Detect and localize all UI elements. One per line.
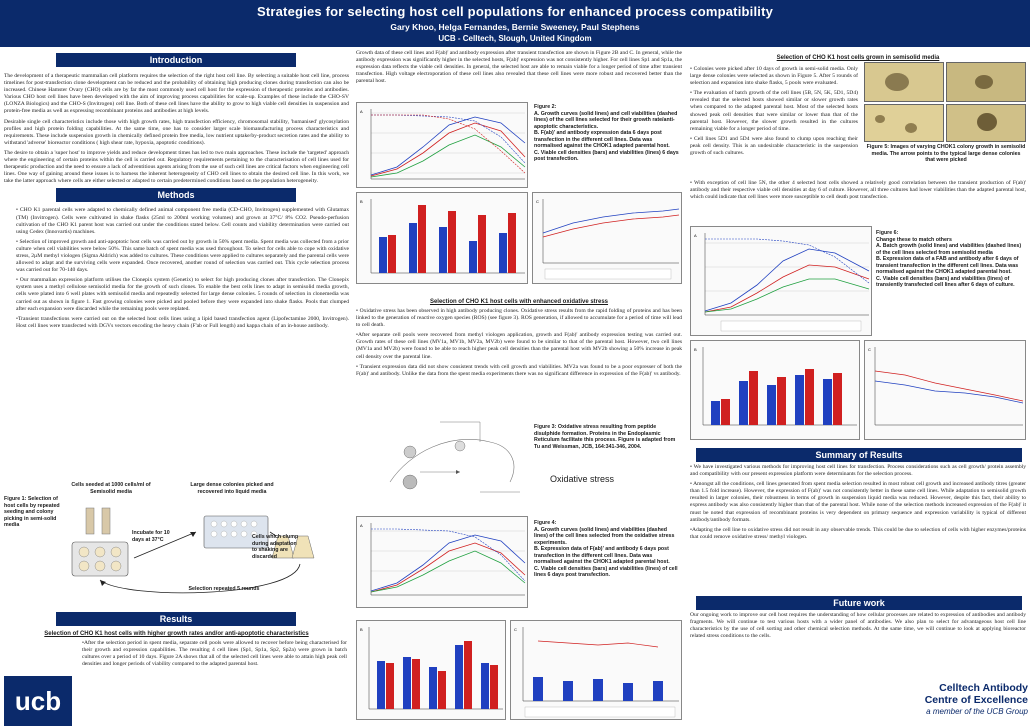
svg-text:C: C [868,347,871,352]
celltech-logo-line-1: Celltech Antibody [939,682,1028,694]
results-subheading: Selection of CHO K1 host cells with high… [44,631,309,637]
oxidative-paragraph-1: • Oxidative stress has been observed in … [356,308,682,329]
svg-text:C: C [536,199,539,204]
semisolid-text: • Colonies were picked after 10 days of … [690,66,858,160]
ucb-logo: ucb [4,676,72,726]
poster-title: Strategies for selecting host cell popul… [256,4,774,19]
figure-4c-chart: C [510,620,682,720]
figure-3-diagram [380,412,530,512]
future-work-text: Our ongoing work to improve our cell hos… [690,612,1026,640]
methods-text: • CHO K1 parental cells were adapted to … [4,207,349,330]
figure-4-caption: Figure 4: A. Growth curves (solid lines)… [534,520,678,578]
figure-6b-chart: B [690,340,860,440]
fig1-seeded-label: Cells seeded at 1000 cells/ml of Semisol… [71,482,151,495]
results-paragraph-1: •After the selection period in spent med… [82,640,347,668]
column-1: Introduction The development of a therap… [4,50,349,333]
figure-3-caption: Figure 3: Oxidative stress resulting fro… [534,424,676,450]
figure-1-caption: Figure 1: Selection of host cells by rep… [4,496,60,528]
oxidative-stress-label: Oxidative stress [550,474,615,484]
celltech-logo-line-2: Centre of Excellence [924,694,1028,706]
svg-text:B: B [694,347,697,352]
future-work-heading: Future work [696,596,1022,610]
semisolid-bullet-3: • Cell lines 5D1 and 5D4 were also found… [690,135,858,157]
summary-bullet-2: • Amongst all the conditions, cell lines… [690,481,1026,523]
colony-image-3 [864,104,944,142]
svg-text:C: C [514,627,517,632]
fig1-picked-label: Large dense colonies picked and recovere… [190,482,274,495]
semisolid-bullet-4: • With exception of cell line 5N, the ot… [690,180,1026,201]
oxidative-paragraph-2: •After separate cell pools were recovere… [356,332,682,360]
oxidative-text: • Oxidative stress has been observed in … [356,308,682,381]
methods-paragraph-2: • Selection of improved growth and anti-… [16,238,349,274]
figure-2-caption: Figure 2: A. Growth curves (solid lines)… [534,104,679,162]
introduction-heading: Introduction [56,53,296,67]
figure-5-images [864,62,1026,142]
celltech-logo: Celltech Antibody Centre of Excellence a… [898,682,1028,726]
methods-paragraph-1: • CHO K1 parental cells were adapted to … [16,207,349,235]
semisolid-subheading: Selection of CHO K1 host cells grown in … [776,55,940,61]
fig1-repeat-label: Selection repeated 5 rounds [188,586,260,592]
colony-image-1 [864,62,944,102]
affiliation: UCB - Celltech, Slough, United Kingdom [438,34,592,43]
figure-1-diagram [71,507,315,594]
figure-5-caption: Figure 5: Images of varying CHOK1 colony… [866,144,1026,163]
summary-heading: Summary of Results [696,448,1022,462]
figure-2c-chart: C [532,192,682,284]
fig1-incubate-label: Incubate for 10 days at 37°C [132,530,170,543]
intro-paragraph-1: The development of a therapeutic mammali… [4,73,349,115]
svg-text:B: B [360,627,363,632]
oxidative-paragraph-3: • Transient expression data did not show… [356,363,682,377]
figure-6a-chart: A [690,226,872,336]
summary-bullet-3: •Adapting the cell line to oxidative str… [690,526,1026,540]
figure-2a-chart: A [356,102,528,188]
colony-image-4 [946,104,1026,142]
figure-4b-chart: B [356,620,506,720]
figure-6-caption: Figure 6: Change these to match others A… [876,230,1022,288]
col2-intro-paragraph: Growth data of these cell lines and F(ab… [356,50,682,85]
colony-image-2 [946,62,1026,102]
summary-text: • We have investigated various methods f… [690,464,1026,544]
figure-4a-chart: A [356,516,528,608]
figure-1: Figure 1: Selection of host cells by rep… [4,482,349,612]
methods-paragraph-4: •Transient transfections were carried ou… [16,315,349,329]
svg-text:A: A [694,233,697,238]
svg-text:B: B [360,199,363,204]
intro-text: The development of a therapeutic mammali… [4,73,349,185]
intro-paragraph-2: Desirable single cell characteristics in… [4,118,349,146]
celltech-logo-tagline: a member of the UCB Group [926,707,1028,716]
methods-paragraph-3: • Our mammalian expression platform util… [16,277,349,312]
authors: Gary Khoo, Helga Fernandes, Bernie Sween… [390,22,640,32]
figure-6c-chart: C [864,340,1026,440]
results-heading: Results [56,612,296,626]
fig1-clump-label: Cells which clump during adaptation to s… [252,534,299,560]
oxidative-stress-subheading: Selection of CHO K1 host cells with enha… [429,299,609,305]
svg-text:A: A [360,109,363,114]
methods-heading: Methods [56,188,296,203]
figure-2b-chart: B [356,192,528,284]
intro-paragraph-3: The desire to obtain a 'super host' to i… [4,149,349,185]
header-banner: Strategies for selecting host cell popul… [0,0,1030,47]
svg-text:A: A [360,523,363,528]
summary-bullet-1: • We have investigated various methods f… [690,464,1026,478]
semisolid-bullet-1: • Colonies were picked after 10 days of … [690,66,858,87]
semisolid-bullet-2: • The evaluation of batch growth of the … [690,90,858,132]
